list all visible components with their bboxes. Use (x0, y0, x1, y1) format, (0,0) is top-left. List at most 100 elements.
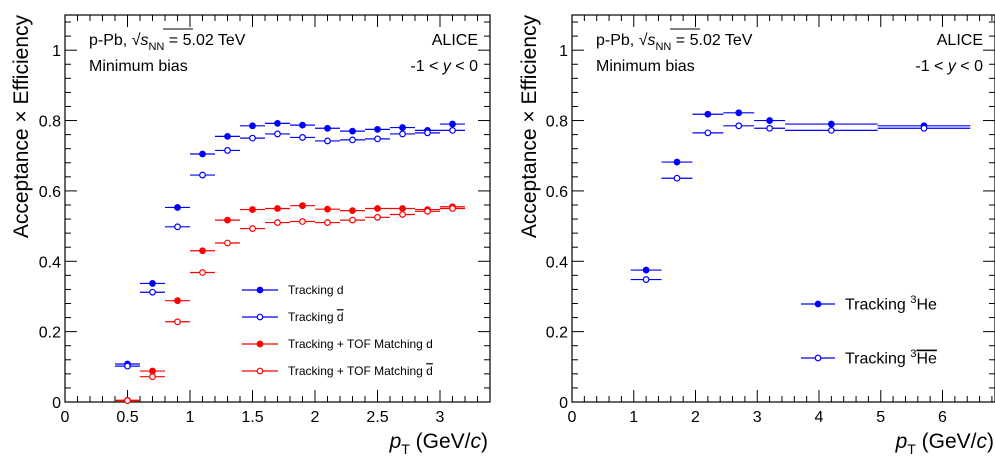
data-point (449, 205, 456, 212)
x-axis-label-unit: (GeV/ (916, 430, 977, 453)
x-axis-label-c: c (977, 430, 988, 453)
data-point (149, 280, 156, 287)
legend-marker (256, 313, 264, 321)
plot-frame (571, 14, 995, 403)
legend-marker (814, 300, 822, 308)
x-axis-label: pT (GeV/c) (895, 430, 994, 456)
data-point (299, 218, 306, 225)
y-tick-label: 1 (559, 43, 568, 60)
chart-panel-2: 0 0.2 0.4 0.6 0.8 1 0 1 2 3 4 5 6 Acceptance × Effici… (518, 14, 995, 456)
annotation-rapidity-left: -1 < (915, 58, 947, 75)
y-tick-label: 0 (52, 395, 61, 412)
annotation-system-root: √ (639, 32, 648, 49)
data-point (399, 211, 406, 218)
data-point (224, 239, 231, 247)
data-point (149, 367, 156, 375)
x-axis-label-close: ) (481, 430, 488, 453)
annotation-rapidity-right: < 0 (956, 58, 983, 75)
data-point (299, 202, 306, 210)
annotation-rapidity: -1 < y < 0 (410, 58, 478, 75)
annotation-system-sub: NN (148, 41, 164, 53)
data-point (324, 137, 331, 145)
data-point (249, 225, 256, 232)
data-point (324, 219, 331, 226)
legend-label: Tracking 3He (845, 348, 937, 367)
data-point (249, 134, 256, 142)
x-tick-label: 5 (876, 409, 885, 426)
annotation-trigger: Minimum bias (596, 58, 695, 75)
x-axis-label-c: c (471, 430, 482, 453)
legend-label-text: Tracking (288, 310, 337, 324)
data-point (199, 150, 206, 158)
data-point (374, 125, 381, 133)
series-2 (630, 122, 971, 283)
legend-label-bar: He (916, 351, 937, 368)
x-tick-label: 0 (568, 409, 577, 426)
x-tick-label: 2 (311, 409, 320, 426)
data-point (449, 126, 456, 134)
data-point (249, 122, 256, 130)
data-point (827, 126, 835, 134)
data-point (149, 288, 156, 296)
x-tick-label: 1 (186, 409, 195, 426)
y-tick-label: 0.4 (546, 254, 568, 271)
data-point (642, 276, 650, 283)
x-tick-label: 0 (61, 409, 70, 426)
annotation-system-s: s (647, 32, 655, 49)
legend-marker (256, 286, 264, 294)
y-axis-label: Acceptance × Efficiency (10, 15, 33, 239)
y-tick-label: 0.2 (546, 325, 568, 342)
x-tick-label: 6 (938, 409, 947, 426)
x-tick-label: 3 (753, 409, 762, 426)
data-point (766, 117, 774, 124)
y-tick-label: 0.2 (39, 325, 61, 342)
data-point (299, 121, 306, 129)
data-point (149, 373, 156, 381)
x-axis-label-sub: T (401, 441, 410, 456)
data-point (827, 120, 835, 128)
data-point (324, 124, 331, 132)
y-tick-label: 0.6 (39, 184, 61, 201)
x-axis-label-p: p (389, 430, 402, 453)
data-point (174, 204, 181, 211)
data-point (224, 132, 231, 140)
legend-label-text: Tracking (845, 297, 910, 314)
x-tick-label: 2 (691, 409, 700, 426)
annotation-system-root: √ (132, 32, 141, 49)
x-tick-label: 3 (436, 409, 445, 426)
data-point (399, 124, 406, 131)
x-axis-label-close: ) (987, 430, 994, 453)
y-tick-label: 0.4 (39, 254, 61, 271)
data-point (274, 205, 281, 212)
annotation-system: p-Pb, √sNN = 5.02 TeV (89, 32, 246, 53)
data-point (920, 124, 928, 132)
data-point (673, 158, 681, 166)
chart-panel-1: 0 0.2 0.4 0.6 0.8 1 0 0.5 1 1.5 2 2.5 3 Acceptance × … (10, 14, 491, 456)
x-tick-label: 1 (629, 409, 638, 426)
data-point (174, 318, 181, 326)
data-point (399, 205, 406, 212)
legend-marker (256, 367, 264, 375)
x-axis-label-sub: T (907, 441, 916, 456)
legend-label-bar: d (426, 364, 433, 378)
legend-label-bar: d (337, 310, 344, 324)
legend-label-sup: 3 (910, 294, 916, 306)
annotation-system-sub: NN (655, 41, 671, 53)
data-point (349, 216, 356, 224)
annotation-trigger: Minimum bias (89, 58, 188, 75)
x-tick-label: 0.5 (116, 409, 138, 426)
data-point (374, 205, 381, 212)
legend-label: Tracking + TOF Matching d (288, 364, 433, 378)
data-point (349, 127, 356, 135)
data-point (199, 247, 206, 255)
x-tick-label: 1.5 (241, 409, 263, 426)
legend-label-text: Tracking (845, 351, 910, 368)
data-point (349, 207, 356, 215)
legend-label: Tracking 3He (845, 294, 937, 313)
x-axis-label-p: p (895, 430, 908, 453)
annotation-rapidity-left: -1 < (410, 58, 442, 75)
data-point (199, 171, 206, 179)
